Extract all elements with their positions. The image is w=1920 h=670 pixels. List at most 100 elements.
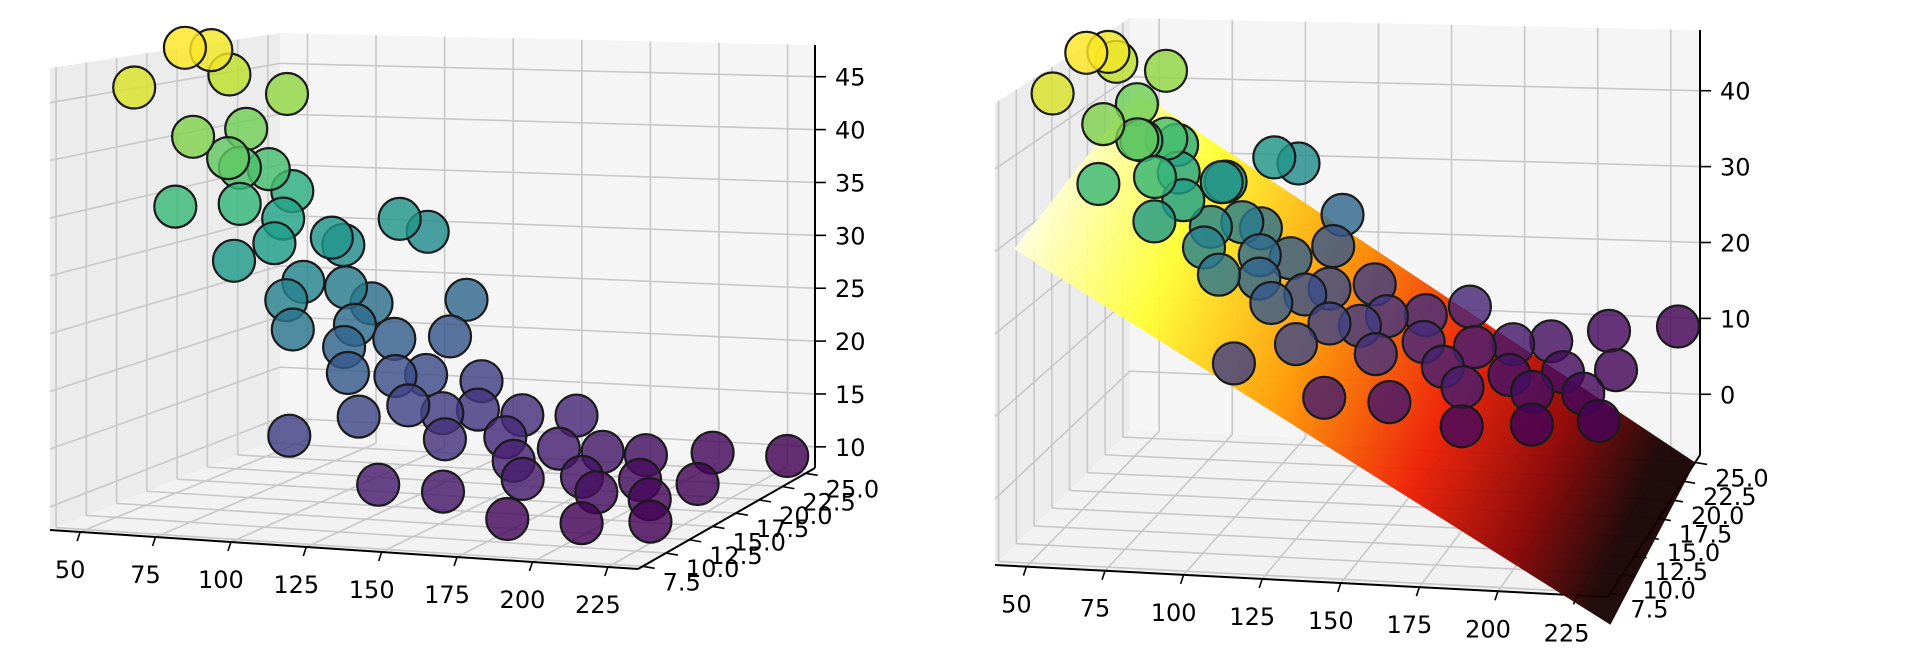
scatter-point [1576,398,1622,444]
y-tick-mark [665,552,679,556]
x-tick-label: 150 [1308,607,1354,635]
gridline-y [55,526,643,568]
scatter-point [323,265,369,310]
x-tick-mark [1179,574,1185,585]
x-tick-label: 100 [198,566,244,594]
scatter-point [422,417,467,462]
gridline-x [155,442,377,538]
x-tick-label: 200 [500,586,546,614]
gridline-x [1025,430,1160,568]
x-tick-label: 125 [273,571,319,599]
left-3d-scatter-plot: 50 75 100 125 150 175 200 225 7.510.012.515.017.… [49,25,879,619]
x-tick-mark [1337,582,1342,593]
z-tick-label: 10 [1720,305,1751,333]
scatter-point [1367,380,1412,425]
x-tick-label: 175 [424,581,470,609]
gridline-x [1104,433,1233,572]
gridline-y [998,560,1611,595]
z-tick-label: 10 [835,434,866,462]
scatter-point [1439,404,1484,449]
z-tick-label: 25 [835,275,866,303]
x-tick-label: 50 [55,556,86,584]
scatter-point [420,469,466,514]
scatter-point [444,277,489,322]
z-tick-label: 15 [835,381,866,409]
y-tick-mark [735,512,748,516]
scatter-point [112,65,157,110]
gridline-x [305,450,514,548]
scatter-point [1452,325,1497,370]
scatter-point [386,383,431,428]
gridline-x [79,438,308,533]
x-tick-mark [604,566,609,577]
y-tick-mark [689,538,702,543]
z-tick-label: 0 [1720,381,1735,409]
scatter-point [171,114,216,159]
x-tick-mark [302,546,308,557]
scatter-point [377,196,422,241]
gridline-x [607,465,788,568]
y-tick-label: 17.5 [1679,521,1732,549]
z-tick-label: 20 [835,328,866,356]
scatter-point [485,496,530,542]
scatter-point [1081,101,1126,147]
y-tick-mark [782,485,795,490]
x-tick-mark [1415,586,1421,597]
x-tick-label: 75 [130,561,161,589]
y-tick-label: 10.0 [686,555,739,583]
scatter-point [325,350,370,396]
y-tick-label: 22.5 [802,489,855,517]
x-tick-label: 100 [1151,599,1197,627]
scatter-point [153,184,198,229]
scatter-points [112,25,810,546]
x-tick-label: 50 [1001,591,1032,619]
scatter-point [336,394,381,439]
y-tick-label: 10.0 [1643,577,1696,605]
scatter-point [1064,30,1109,75]
z-tick-label: 45 [835,64,866,92]
scatter-point [1307,301,1352,346]
gridline-y [86,514,666,554]
scatter-point [1509,402,1555,447]
scatter-point [1199,160,1244,205]
scatter-points-front [1030,29,1701,449]
scatter-point [1143,48,1189,93]
scatter-point [559,501,604,546]
y-tick-label: 25.0 [826,475,879,503]
x-tick-label: 75 [1080,595,1111,623]
gridline-y [1016,542,1623,576]
z-tick-label: 20 [1720,230,1751,258]
scatter-point [1273,322,1319,367]
scatter-point [427,314,473,359]
y-tick-label: 25.0 [1715,464,1768,492]
x-tick-mark [227,541,232,552]
x-tick-mark [151,536,157,547]
x-tick-mark [76,531,81,542]
y-tick-mark [642,565,655,570]
scatter-point [765,433,810,479]
gridline-x [381,454,583,553]
scatter-point [1196,252,1242,297]
scatter-point [675,461,720,507]
y-tick-label: 22.5 [1703,483,1756,511]
y-tick-mark [712,525,725,530]
x-tick-label: 225 [1544,619,1590,647]
gridline-x [230,446,445,543]
x-tick-mark [1494,591,1499,601]
scatter-point [1211,341,1257,386]
z-tick-label: 40 [835,117,866,145]
gridline-x [456,458,651,558]
scatter-point [628,499,673,544]
y-tick-label: 15.0 [733,528,786,556]
x-axis-line [49,529,639,570]
scatter-point [1593,348,1639,393]
scatter-point [270,307,315,352]
scatter-point [211,238,257,283]
x-axis-line [994,564,1609,598]
gridline-x [1183,437,1306,576]
x-tick-label: 125 [1229,603,1275,631]
x-tick-label: 175 [1386,611,1432,639]
x-tick-mark [1258,578,1263,589]
y-tick-label: 12.5 [1655,558,1708,586]
